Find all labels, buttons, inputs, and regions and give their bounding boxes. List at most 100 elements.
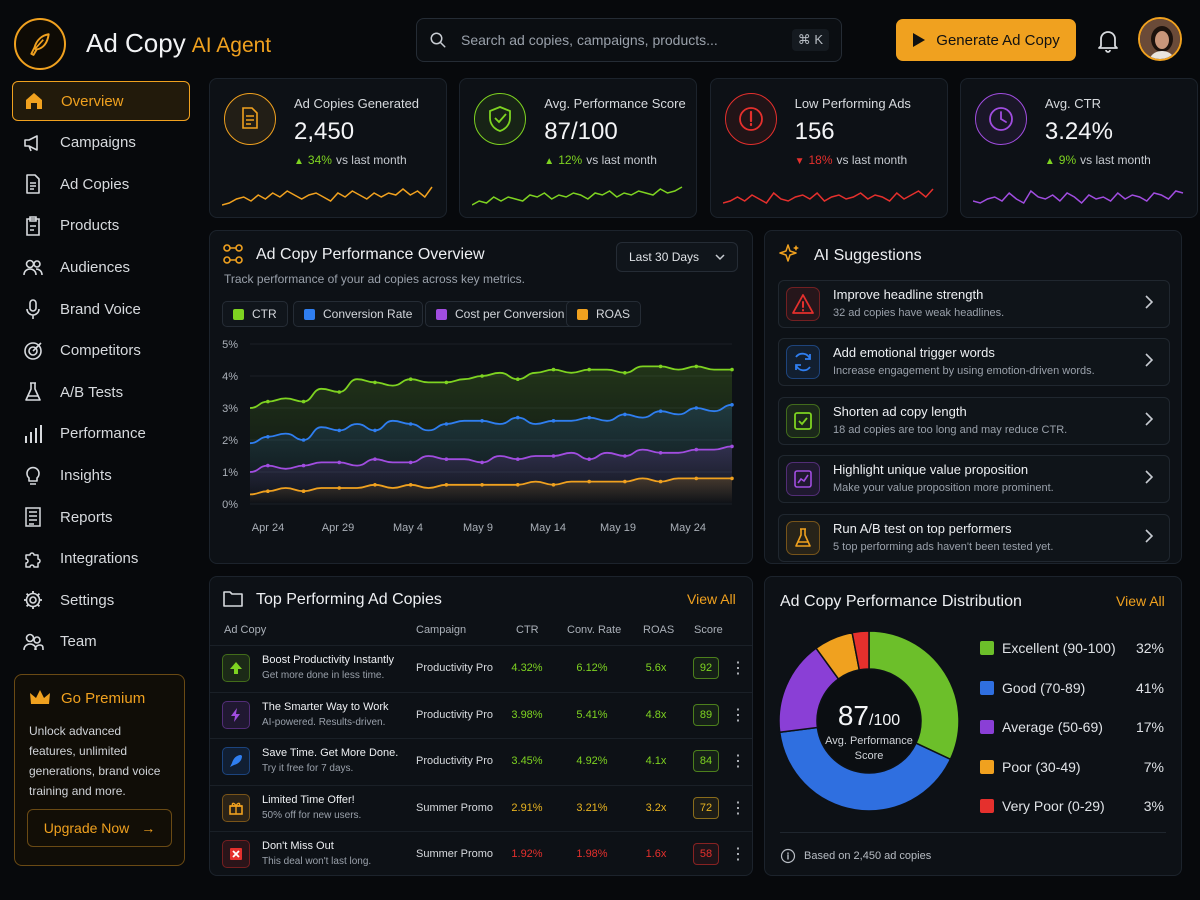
legend-chip-ctr[interactable]: CTR bbox=[222, 301, 288, 327]
sidebar-item-audiences[interactable]: Audiences bbox=[12, 247, 190, 287]
search-bar[interactable]: Search ad copies, campaigns, products...… bbox=[416, 18, 842, 62]
sidebar-item-campaigns[interactable]: Campaigns bbox=[12, 123, 190, 163]
data-point bbox=[587, 415, 591, 420]
suggestion-item[interactable]: Shorten ad copy length 18 ad copies are t… bbox=[778, 396, 1170, 445]
chevron-right-icon[interactable] bbox=[1145, 470, 1153, 484]
data-point bbox=[266, 435, 270, 439]
chevron-right-icon[interactable] bbox=[1145, 412, 1153, 426]
data-point bbox=[337, 390, 342, 394]
distribution-donut-chart bbox=[778, 630, 960, 812]
stat-delta: ▼ 18% vs last month bbox=[795, 153, 908, 167]
legend-chip-conversion-rate[interactable]: Conversion Rate bbox=[293, 301, 424, 327]
generate-ad-copy-button[interactable]: Generate Ad Copy bbox=[896, 19, 1076, 61]
date-range-select[interactable]: Last 30 Days bbox=[616, 242, 738, 272]
more-options-icon[interactable]: ⋮ bbox=[730, 660, 746, 677]
conv-rate-value: 5.41% bbox=[576, 708, 608, 721]
document-icon bbox=[22, 173, 44, 195]
sidebar-item-ad-copies[interactable]: Ad Copies bbox=[12, 164, 190, 204]
series-line-conversion-rate bbox=[249, 403, 733, 445]
notifications-bell-icon[interactable] bbox=[1096, 28, 1120, 54]
bar-chart-icon bbox=[22, 423, 44, 445]
suggestion-item[interactable]: Improve headline strength 32 ad copies ha… bbox=[778, 280, 1170, 328]
score-badge: 92 bbox=[693, 657, 719, 679]
sidebar-item-integrations[interactable]: Integrations bbox=[12, 539, 190, 579]
chevron-right-icon[interactable] bbox=[1145, 353, 1153, 367]
sidebar-item-label: Competitors bbox=[60, 342, 141, 360]
campaign-name: Summer Promo bbox=[416, 848, 494, 860]
sidebar-item-label: Performance bbox=[60, 425, 146, 443]
sidebar-item-performance[interactable]: Performance bbox=[12, 414, 190, 454]
analytics-icon bbox=[223, 244, 243, 264]
data-point bbox=[623, 371, 627, 375]
performance-title: Ad Copy Performance Overview bbox=[256, 246, 485, 263]
stat-value: 2,450 bbox=[294, 118, 355, 145]
data-point bbox=[694, 364, 699, 369]
legend-chip-roas[interactable]: ROAS bbox=[566, 301, 642, 327]
more-options-icon[interactable]: ⋮ bbox=[730, 799, 746, 817]
upgrade-now-button[interactable]: Upgrade Now → bbox=[27, 809, 172, 847]
data-point bbox=[551, 419, 556, 423]
column-header: Conv. Rate bbox=[567, 624, 622, 636]
column-header: Ad Copy bbox=[224, 624, 267, 636]
legend-label: ROAS bbox=[596, 307, 631, 321]
data-point bbox=[480, 460, 484, 465]
ad-title: Boost Productivity Instantly bbox=[262, 654, 395, 666]
suggestion-item[interactable]: Highlight unique value proposition Make y… bbox=[778, 455, 1170, 504]
brand-accent: AI Agent bbox=[191, 34, 272, 57]
performance-subtitle: Track performance of your ad copies acro… bbox=[224, 272, 525, 286]
sidebar-item-team[interactable]: Team bbox=[12, 622, 190, 662]
chevron-right-icon[interactable] bbox=[1145, 529, 1153, 543]
suggestion-item[interactable]: Run A/B test on top performers 5 top perf… bbox=[778, 513, 1170, 562]
sidebar-item-label: Overview bbox=[61, 92, 124, 110]
y-tick-label: 3% bbox=[222, 403, 238, 415]
data-point bbox=[515, 483, 520, 487]
more-options-icon[interactable]: ⋮ bbox=[730, 846, 746, 863]
sidebar-item-label: Products bbox=[60, 217, 120, 235]
suggestion-item[interactable]: Add emotional trigger words Increase enga… bbox=[778, 338, 1170, 387]
sidebar-item-competitors[interactable]: Competitors bbox=[12, 331, 190, 371]
data-point bbox=[444, 422, 449, 426]
more-options-icon[interactable]: ⋮ bbox=[730, 706, 746, 724]
ad-title: Limited Time Offer! bbox=[262, 793, 355, 806]
suggestion-title: Improve headline strength bbox=[833, 287, 984, 302]
data-point bbox=[658, 364, 663, 369]
distribution-view-all-link[interactable]: View All bbox=[1116, 593, 1165, 609]
sidebar-item-insights[interactable]: Insights bbox=[12, 455, 190, 495]
table-row[interactable]: The Smarter Way to Work AI-powered. Resul… bbox=[210, 691, 752, 738]
suggestion-subtitle: Make your value proposition more promine… bbox=[833, 482, 1054, 495]
data-point bbox=[730, 367, 734, 372]
chevron-right-icon[interactable] bbox=[1145, 295, 1153, 309]
conv-rate-value: 1.98% bbox=[576, 848, 608, 860]
puzzle-icon bbox=[22, 548, 44, 570]
folder-icon bbox=[223, 591, 243, 607]
table-row[interactable]: Save Time. Get More Done. Try it free for… bbox=[210, 738, 752, 784]
data-point bbox=[515, 415, 520, 420]
sidebar-item-label: Ad Copies bbox=[60, 175, 130, 193]
more-options-icon[interactable]: ⋮ bbox=[730, 753, 746, 770]
distribution-footer: Based on 2,450 ad copies bbox=[780, 848, 931, 864]
score-badge: 89 bbox=[693, 703, 719, 726]
table-row[interactable]: Limited Time Offer! 50% off for new users… bbox=[210, 784, 752, 831]
data-point bbox=[730, 444, 734, 449]
table-row[interactable]: Don't Miss Out This deal won't last long.… bbox=[210, 831, 752, 877]
sidebar-item-products[interactable]: Products bbox=[12, 206, 190, 246]
arrow-right-icon: → bbox=[141, 820, 156, 836]
y-tick-label: 1% bbox=[222, 467, 238, 479]
search-input[interactable]: Search ad copies, campaigns, products... bbox=[461, 32, 718, 48]
stat-delta: ▲ 9% vs last month bbox=[1045, 153, 1151, 167]
sidebar-item-overview[interactable]: Overview bbox=[12, 81, 190, 121]
sidebar-item-a-b-tests[interactable]: A/B Tests bbox=[12, 372, 190, 412]
conv-rate-value: 3.21% bbox=[576, 801, 608, 814]
table-row[interactable]: Boost Productivity Instantly Get more don… bbox=[210, 645, 752, 691]
user-avatar[interactable] bbox=[1138, 17, 1182, 61]
sidebar-item-label: Insights bbox=[60, 466, 112, 484]
stat-card-ad-copies-generated: Ad Copies Generated 2,450 ▲ 34% vs last mont… bbox=[209, 78, 447, 218]
top-ads-view-all-link[interactable]: View All bbox=[687, 591, 736, 607]
home-icon bbox=[23, 90, 45, 112]
sidebar-item-brand-voice[interactable]: Brand Voice bbox=[12, 289, 190, 329]
legend-chip-cost-per-conversion[interactable]: Cost per Conversion bbox=[425, 301, 576, 327]
sidebar-item-settings[interactable]: Settings bbox=[12, 580, 190, 620]
stat-delta-suffix: vs last month bbox=[335, 153, 407, 167]
sidebar-item-reports[interactable]: Reports bbox=[12, 497, 190, 537]
top-ads-card bbox=[209, 576, 753, 876]
